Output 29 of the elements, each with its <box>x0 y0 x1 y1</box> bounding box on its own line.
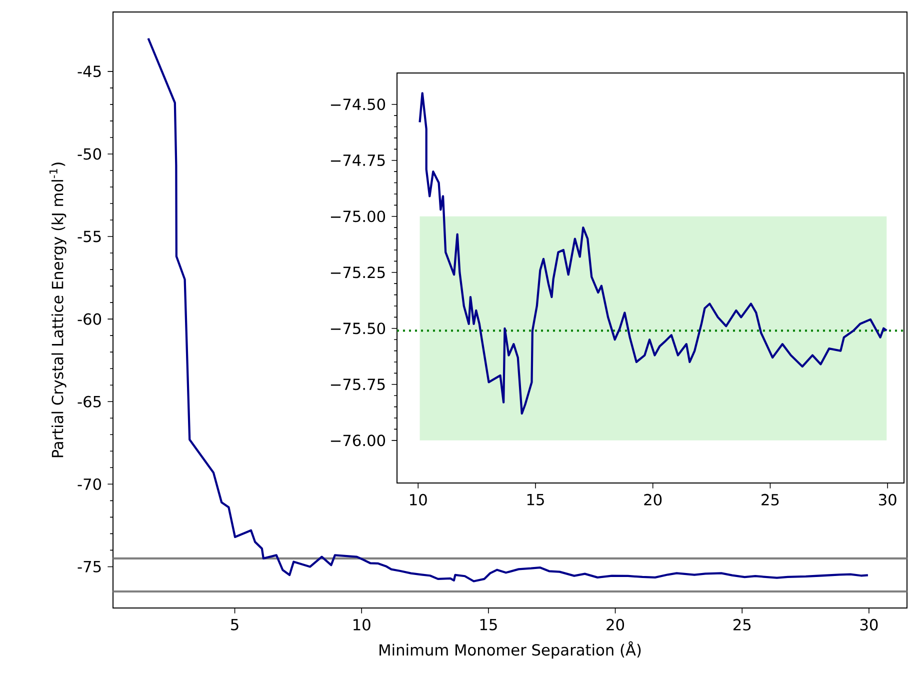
x-tick-label: 30 <box>878 494 896 506</box>
x-tick-label: 25 <box>733 618 751 631</box>
y-tick-label: −75.00 <box>330 210 386 222</box>
x-tick-label: 25 <box>762 494 779 506</box>
y-tick-label: -55 <box>78 230 101 242</box>
y-tick-label: -60 <box>78 313 102 325</box>
y-tick-label: -50 <box>78 148 102 160</box>
y-tick-label: −75.50 <box>330 322 386 334</box>
y-tick-label: −74.75 <box>330 154 385 166</box>
y-tick-label: -70 <box>78 478 102 490</box>
x-axis-title: Minimum Monomer Separation (Å) <box>380 641 641 659</box>
x-tick-label: 10 <box>354 618 370 631</box>
y-tick-label: -45 <box>78 66 101 78</box>
line-series <box>147 37 870 582</box>
x-tick-label: 20 <box>606 618 624 631</box>
x-tick-label: 5 <box>231 618 238 630</box>
y-tick-label: -75 <box>78 561 101 572</box>
y-tick-label: −76.00 <box>330 434 386 446</box>
x-tick-label: 15 <box>527 494 544 506</box>
x-tick-label: 30 <box>860 618 878 631</box>
line-series <box>418 92 888 415</box>
y-tick-label: -65 <box>78 396 101 408</box>
y-tick-label: −75.25 <box>330 266 385 278</box>
y-axis-title: Partial Crystal Lattice Energy (kJ mol$^{-1}$) <box>49 162 66 458</box>
y-tick-label: −74.50 <box>330 98 386 110</box>
x-tick-label: 15 <box>480 618 497 630</box>
y-tick-label: −75.75 <box>330 378 385 390</box>
x-tick-label: 10 <box>410 494 427 506</box>
x-tick-label: 20 <box>644 494 662 506</box>
